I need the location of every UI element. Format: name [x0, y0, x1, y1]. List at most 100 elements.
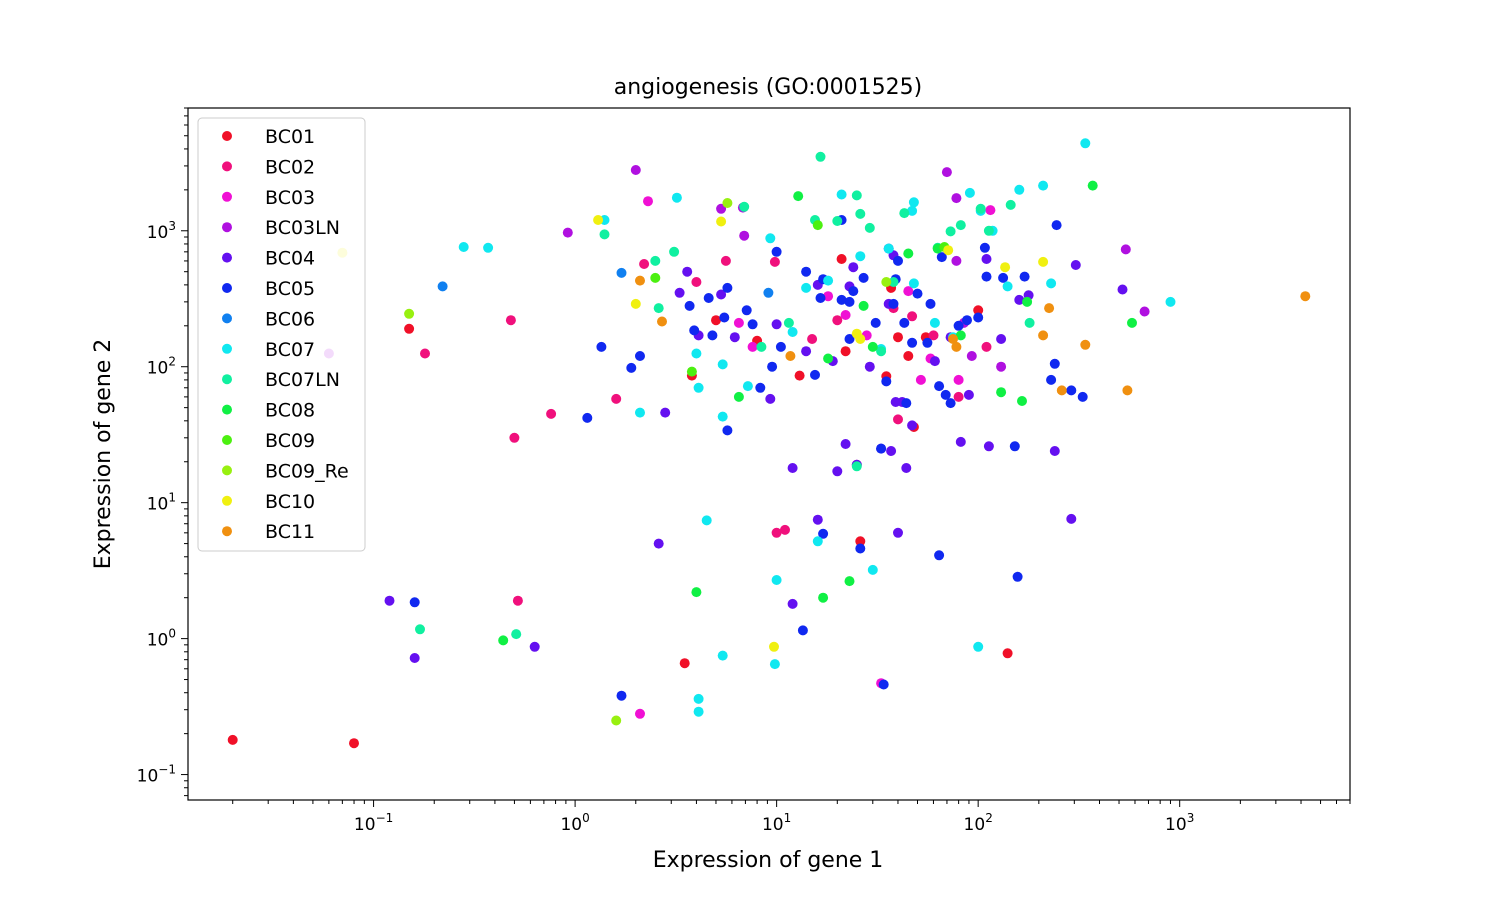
x-tick-label: 103: [1165, 811, 1194, 835]
data-point-bc05: [870, 317, 881, 328]
data-point-bc11: [657, 316, 667, 327]
data-point-bc05: [858, 272, 869, 283]
data-point-bc07ln: [851, 190, 862, 201]
data-point-bc05: [1049, 358, 1060, 369]
x-tick-label-base: 10: [560, 815, 582, 835]
data-point-bc02: [928, 330, 939, 341]
data-point-bc07ln: [415, 624, 425, 635]
legend-label-bc07: BC07: [265, 339, 315, 361]
data-point-bc11: [948, 334, 958, 344]
data-point-bc03: [823, 291, 834, 302]
data-point-bc05: [844, 334, 855, 344]
data-point-bc07ln: [975, 203, 986, 214]
data-point-bc07: [1014, 184, 1025, 195]
data-point-bc09_re: [722, 198, 733, 208]
chart-title: angiogenesis (GO:0001525): [614, 75, 923, 100]
data-point-bc02: [639, 259, 650, 269]
data-point-bc07ln: [832, 216, 843, 226]
data-point-bc05: [878, 679, 889, 690]
data-point-bc08: [498, 635, 509, 646]
y-tick-label-base: 10: [147, 631, 169, 651]
legend-marker-bc08: [222, 404, 232, 415]
data-point-bc07: [812, 536, 823, 547]
data-point-bc02: [420, 348, 430, 359]
data-point-bc07: [769, 659, 780, 670]
data-point-bc04: [716, 289, 727, 300]
legend-label-bc01: BC01: [265, 126, 315, 148]
data-point-bc05: [409, 597, 420, 608]
data-point-bc05: [998, 272, 1009, 283]
data-point-bc04: [907, 420, 918, 431]
data-point-bc07ln: [511, 629, 522, 640]
legend-marker-bc07: [222, 343, 232, 354]
legend-box: [197, 117, 366, 552]
data-point-bc08: [793, 191, 804, 202]
data-point-bc07: [787, 327, 798, 337]
y-tick-label: 10−1: [137, 763, 176, 787]
data-point-bc04: [384, 595, 395, 606]
data-point-bc07: [691, 348, 702, 359]
data-point-bc07ln: [1024, 317, 1035, 328]
data-point-bc03: [733, 317, 744, 328]
data-point-bc03ln: [562, 227, 573, 238]
data-point-bc05: [815, 293, 826, 303]
data-point-bc02: [832, 315, 843, 326]
data-point-bc01: [679, 658, 690, 669]
data-point-bc05: [934, 381, 945, 392]
data-point-bc07: [867, 564, 878, 575]
data-point-bc07: [458, 242, 469, 252]
data-point-bc02: [546, 408, 557, 419]
data-point-bc02: [611, 393, 622, 404]
data-point-bc05: [741, 305, 752, 316]
legend-label-bc08: BC08: [265, 400, 315, 422]
data-point-bc09_re: [404, 308, 415, 319]
data-point-bc04: [682, 266, 693, 277]
data-point-bc05: [1019, 271, 1030, 282]
data-point-bc02: [981, 341, 992, 352]
x-tick-label-base: 10: [354, 815, 376, 835]
data-point-bc08: [996, 387, 1007, 398]
y-tick-label-base: 10: [147, 359, 169, 379]
legend-label-bc03ln: BC03LN: [265, 217, 340, 239]
data-point-bc08: [867, 341, 878, 352]
data-point-bc03ln: [716, 203, 727, 214]
x-tick-label: 101: [762, 811, 791, 835]
data-point-bc04: [1049, 446, 1060, 456]
data-point-bc05: [582, 412, 593, 423]
data-point-bc04: [765, 393, 776, 404]
data-point-bc11: [785, 351, 796, 361]
data-point-bc01: [903, 351, 914, 361]
data-point-bc07ln: [851, 461, 862, 472]
x-axis-ticks: 10−1 100 101 102 103: [232, 800, 1351, 835]
data-point-bc02: [769, 256, 780, 267]
y-tick-label-exp: 3: [168, 219, 176, 233]
points-layer: [227, 138, 1311, 749]
data-point-bc07: [1002, 281, 1013, 292]
data-point-bc08: [858, 300, 869, 311]
legend-marker-bc02: [222, 161, 232, 172]
data-point-bc04: [848, 262, 859, 273]
data-point-bc05: [1012, 571, 1023, 582]
data-point-bc01: [855, 536, 866, 547]
data-point-bc07: [483, 242, 494, 253]
data-point-bc01: [1002, 648, 1013, 659]
data-point-bc07ln: [955, 220, 966, 231]
x-axis-label: Expression of gene 1: [653, 848, 884, 873]
data-point-bc09_re: [881, 277, 892, 287]
data-point-bc11: [1038, 330, 1049, 341]
plot-frame: [187, 107, 1351, 801]
data-point-bc05: [818, 528, 829, 539]
data-point-bc04: [901, 463, 912, 473]
data-point-bc04: [955, 436, 966, 447]
data-point-bc08: [691, 587, 702, 598]
data-point-bc04: [832, 466, 843, 477]
y-tick-label-exp: 0: [168, 627, 176, 641]
data-point-bc07ln: [669, 246, 680, 257]
data-point-bc05: [953, 320, 964, 331]
data-point-bc05: [901, 398, 912, 409]
data-point-bc07: [836, 189, 847, 200]
data-point-bc04: [771, 319, 782, 330]
data-point-bc05: [722, 425, 733, 436]
data-point-bc08: [1022, 296, 1033, 307]
data-point-bc07ln: [653, 303, 664, 314]
